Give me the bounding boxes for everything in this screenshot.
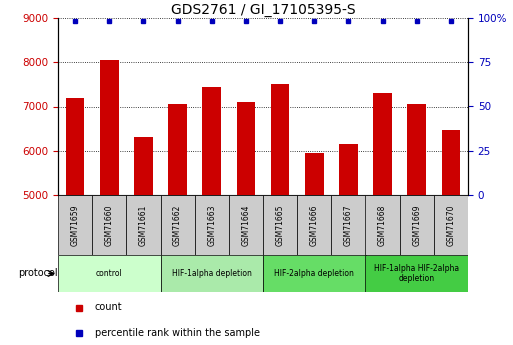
Bar xyxy=(305,153,324,195)
Bar xyxy=(134,137,153,195)
Bar xyxy=(161,255,263,292)
Text: count: count xyxy=(95,303,123,313)
Bar xyxy=(168,104,187,195)
Text: GSM71666: GSM71666 xyxy=(310,204,319,246)
Text: protocol: protocol xyxy=(18,268,58,278)
Text: HIF-1alpha HIF-2alpha
depletion: HIF-1alpha HIF-2alpha depletion xyxy=(374,264,459,283)
Bar xyxy=(442,129,460,195)
Bar xyxy=(58,255,161,292)
Bar xyxy=(339,144,358,195)
Bar xyxy=(365,255,468,292)
Bar xyxy=(263,255,365,292)
Bar xyxy=(58,195,92,255)
Bar xyxy=(434,195,468,255)
Text: GSM71668: GSM71668 xyxy=(378,204,387,246)
Text: percentile rank within the sample: percentile rank within the sample xyxy=(95,327,260,337)
Bar xyxy=(400,195,434,255)
Title: GDS2761 / GI_17105395-S: GDS2761 / GI_17105395-S xyxy=(171,3,356,17)
Text: GSM71667: GSM71667 xyxy=(344,204,353,246)
Text: GSM71662: GSM71662 xyxy=(173,204,182,246)
Text: HIF-2alpha depletion: HIF-2alpha depletion xyxy=(274,269,354,278)
Text: GSM71663: GSM71663 xyxy=(207,204,216,246)
Bar xyxy=(263,195,297,255)
Bar xyxy=(297,195,331,255)
Text: GSM71664: GSM71664 xyxy=(242,204,250,246)
Bar xyxy=(236,102,255,195)
Text: GSM71670: GSM71670 xyxy=(446,204,456,246)
Bar xyxy=(100,60,119,195)
Bar xyxy=(373,93,392,195)
Text: GSM71659: GSM71659 xyxy=(71,204,80,246)
Text: control: control xyxy=(96,269,123,278)
Text: HIF-1alpha depletion: HIF-1alpha depletion xyxy=(172,269,252,278)
Bar xyxy=(66,98,85,195)
Bar xyxy=(407,104,426,195)
Text: GSM71669: GSM71669 xyxy=(412,204,421,246)
Text: GSM71661: GSM71661 xyxy=(139,204,148,246)
Text: GSM71660: GSM71660 xyxy=(105,204,114,246)
Bar xyxy=(365,195,400,255)
Bar xyxy=(126,195,161,255)
Bar xyxy=(92,195,126,255)
Bar xyxy=(229,195,263,255)
Text: GSM71665: GSM71665 xyxy=(275,204,285,246)
Bar xyxy=(194,195,229,255)
Bar xyxy=(271,85,289,195)
Bar xyxy=(202,87,221,195)
Bar xyxy=(161,195,194,255)
Bar xyxy=(331,195,365,255)
